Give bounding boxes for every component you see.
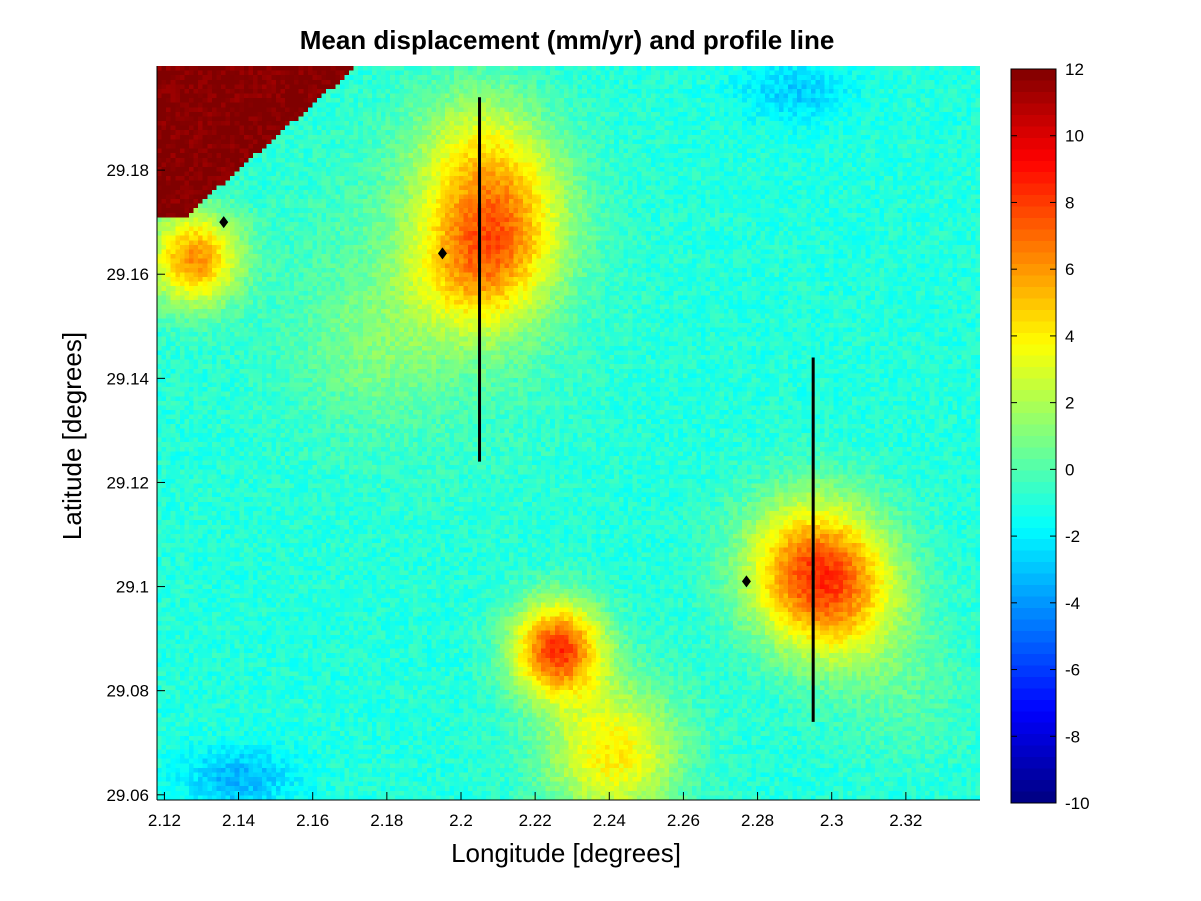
colorbar-tick-label: 0 bbox=[1065, 460, 1074, 479]
x-tick-label: 2.2 bbox=[449, 811, 473, 830]
x-tick-label: 2.26 bbox=[667, 811, 700, 830]
x-tick-label: 2.3 bbox=[820, 811, 844, 830]
colorbar-ticks: -10 -8 -6 -4 -2 0 2 4 6 8 10 12 bbox=[1011, 60, 1090, 813]
x-tick-label: 2.24 bbox=[593, 811, 626, 830]
chart-title: Mean displacement (mm/yr) and profile li… bbox=[300, 25, 835, 55]
x-tick-label: 2.28 bbox=[741, 811, 774, 830]
displacement-heatmap bbox=[157, 66, 980, 800]
y-tick-label: 29.14 bbox=[106, 369, 149, 388]
y-tick-label: 29.16 bbox=[106, 265, 149, 284]
x-tick-label: 2.14 bbox=[222, 811, 255, 830]
x-tick-label: 2.16 bbox=[296, 811, 329, 830]
plot-area: 2.12 2.14 2.16 2.18 2.2 2.22 2.24 2.26 2.28 2.3 2.… bbox=[106, 66, 980, 830]
y-ticks: 29.06 29.08 29.1 29.12 29.14 29.16 29.18 bbox=[106, 161, 165, 805]
colorbar-tick-label: -8 bbox=[1065, 727, 1080, 746]
colorbar-tick-label: 10 bbox=[1065, 127, 1084, 146]
x-axis-label: Longitude [degrees] bbox=[451, 838, 681, 868]
colorbar-tick-label: -2 bbox=[1065, 527, 1080, 546]
diamond-marker bbox=[219, 216, 229, 229]
y-tick-label: 29.12 bbox=[106, 473, 149, 492]
profile-lines bbox=[478, 97, 815, 722]
colorbar: -10 -8 -6 -4 -2 0 2 4 6 8 10 12 bbox=[1010, 60, 1090, 813]
y-tick-label: 29.1 bbox=[116, 578, 149, 597]
x-ticks: 2.12 2.14 2.16 2.18 2.2 2.22 2.24 2.26 2.28 2.3 2.… bbox=[148, 792, 922, 830]
x-tick-label: 2.12 bbox=[148, 811, 181, 830]
colorbar-tick-label: -4 bbox=[1065, 594, 1080, 613]
colorbar-tick-label: 4 bbox=[1065, 327, 1074, 346]
colorbar-tick-label: -6 bbox=[1065, 661, 1080, 680]
colorbar-tick-label: 2 bbox=[1065, 394, 1074, 413]
y-tick-label: 29.18 bbox=[106, 161, 149, 180]
colorbar-tick-label: 6 bbox=[1065, 260, 1074, 279]
y-tick-label: 29.06 bbox=[106, 786, 149, 805]
y-axis-label: Latitude [degrees] bbox=[57, 332, 87, 540]
diamond-marker bbox=[437, 247, 447, 260]
x-tick-label: 2.18 bbox=[370, 811, 403, 830]
x-tick-label: 2.32 bbox=[889, 811, 922, 830]
colorbar-tick-label: -10 bbox=[1065, 794, 1090, 813]
y-tick-label: 29.08 bbox=[106, 682, 149, 701]
colorbar-tick-label: 8 bbox=[1065, 193, 1074, 212]
x-tick-label: 2.22 bbox=[519, 811, 552, 830]
colorbar-frame bbox=[1010, 68, 1057, 804]
colorbar-gradient bbox=[1011, 69, 1056, 803]
colorbar-tick-label: 12 bbox=[1065, 60, 1084, 79]
diamond-marker bbox=[741, 575, 751, 588]
markers bbox=[219, 216, 751, 588]
